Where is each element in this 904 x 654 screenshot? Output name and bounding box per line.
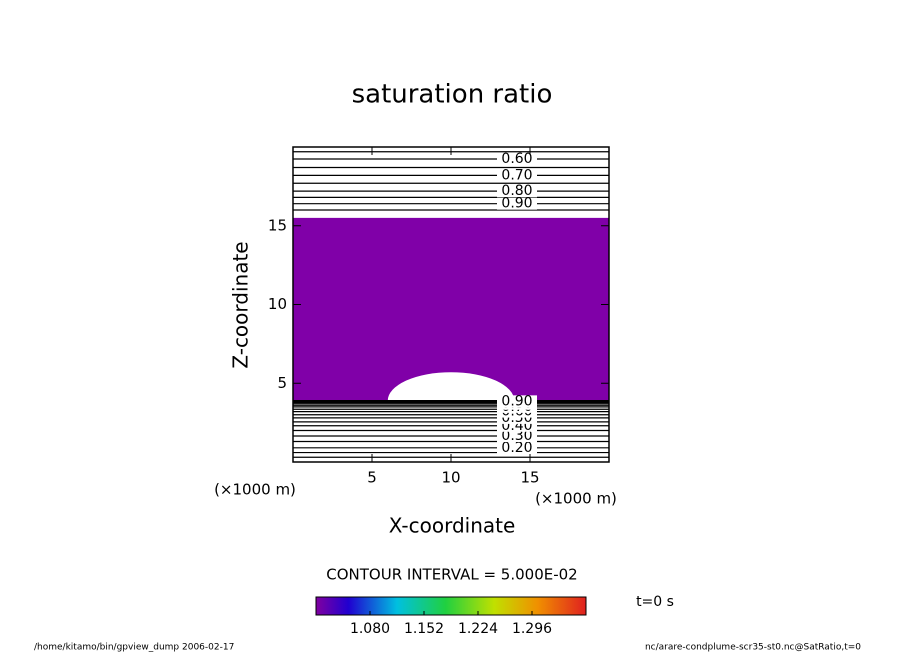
filled-region xyxy=(293,217,609,401)
contour-label: 0.90 xyxy=(501,393,532,409)
contour-label-bg xyxy=(497,185,537,198)
colorbar xyxy=(315,596,587,616)
contour-label-bg xyxy=(497,197,537,210)
colorbar-tick-label: 1.224 xyxy=(458,621,498,637)
x-tick-label: 15 xyxy=(520,469,539,487)
contour-label: 0.60 xyxy=(501,151,532,167)
x-unit: (×1000 m) xyxy=(535,490,617,508)
contour-label: 0.90 xyxy=(501,196,532,212)
y-tick-label: 5 xyxy=(277,374,287,392)
colorbar-tick-label: 1.296 xyxy=(512,621,552,637)
contour-label-bg xyxy=(497,430,537,443)
y-axis-label: Z-coordinate xyxy=(229,241,253,368)
contour-label-bg xyxy=(497,441,537,454)
contour-label-bg xyxy=(497,169,537,182)
y-tick-label: 10 xyxy=(268,295,287,313)
y-unit: (×1000 m) xyxy=(214,481,296,499)
x-axis-label: X-coordinate xyxy=(389,514,516,538)
colorbar-tick-label: 1.152 xyxy=(404,621,444,637)
time-label: t=0 s xyxy=(636,594,674,610)
footer-left: /home/kitamo/bin/gpview_dump 2006-02-17 xyxy=(34,643,234,653)
chart-title: saturation ratio xyxy=(352,80,553,110)
contour-label-bg xyxy=(497,152,537,165)
contour-label: 0.30 xyxy=(501,428,532,444)
contour-label: 0.80 xyxy=(501,183,532,199)
colorbar-tick-label: 1.080 xyxy=(350,621,390,637)
x-tick-label: 10 xyxy=(441,469,460,487)
y-tick-label: 15 xyxy=(268,216,287,234)
clear-region xyxy=(387,372,515,401)
contour-label: 0.20 xyxy=(501,440,532,456)
x-tick-label: 5 xyxy=(367,469,377,487)
contour-interval: CONTOUR INTERVAL = 5.000E-02 xyxy=(326,566,577,584)
contour-label-bg xyxy=(497,395,537,408)
footer-right: nc/arare-condplume-scr35-st0.nc@SatRatio… xyxy=(645,643,861,653)
contour-label: 0.70 xyxy=(501,167,532,183)
